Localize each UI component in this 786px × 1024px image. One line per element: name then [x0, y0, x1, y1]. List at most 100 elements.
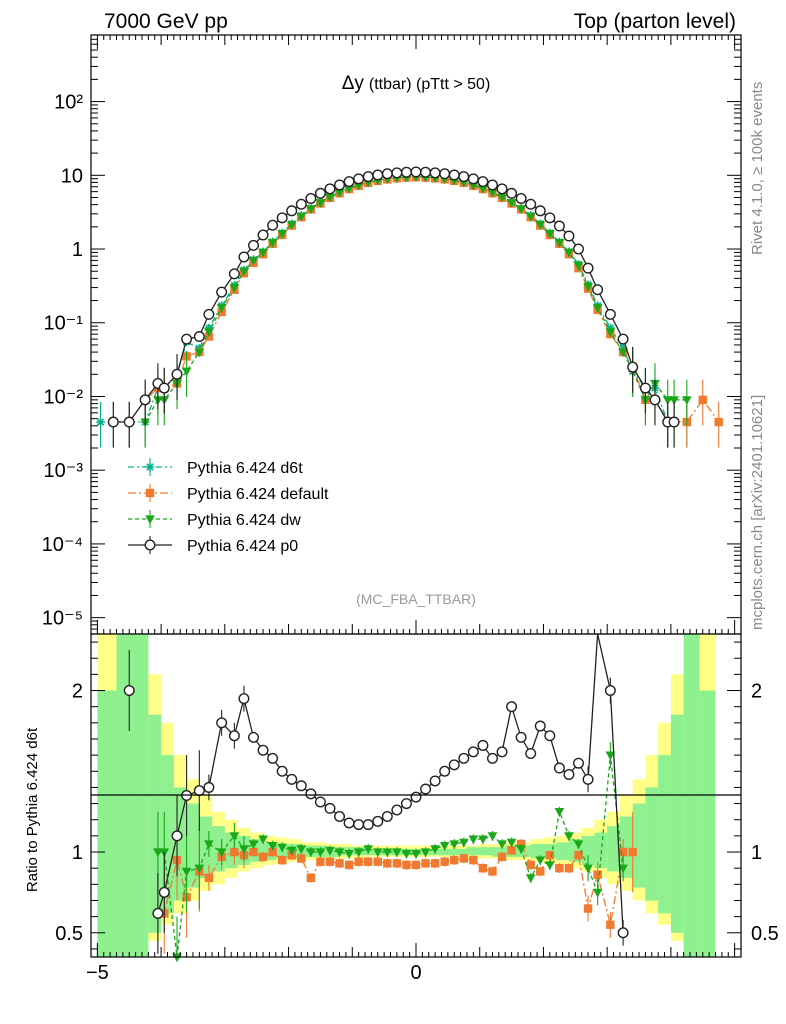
data-point — [334, 179, 346, 191]
data-point — [627, 361, 639, 373]
ratio-point — [487, 832, 498, 842]
data-point — [381, 168, 393, 180]
ratio-point — [478, 835, 488, 845]
green-band-bin — [466, 847, 480, 856]
ratio-point — [506, 838, 517, 848]
legend-marker — [145, 462, 155, 472]
data-point — [497, 193, 507, 203]
ratio-point — [158, 886, 170, 898]
green-band-bin — [365, 848, 378, 856]
data-point — [604, 308, 616, 320]
data-point — [563, 230, 575, 242]
ratio-point — [353, 848, 364, 858]
ratio-point — [573, 840, 584, 850]
ratio-point — [459, 854, 468, 863]
legend-marker — [145, 488, 155, 498]
data-point — [682, 396, 692, 406]
ratio-point — [258, 835, 268, 845]
ratio-point — [306, 873, 316, 883]
ratio-point — [238, 693, 250, 705]
green-band-bin — [441, 848, 455, 856]
data-point — [267, 219, 279, 231]
legend-marker — [145, 515, 155, 525]
green-band-bin — [645, 787, 659, 901]
main-line — [144, 176, 687, 423]
ratio-point — [410, 791, 422, 803]
data-point — [96, 417, 105, 427]
ratio-point — [506, 701, 518, 713]
ratio-point — [267, 752, 279, 764]
ratio-point — [477, 739, 489, 751]
data-point — [545, 229, 555, 239]
data-point — [158, 382, 170, 394]
ratio-point — [216, 717, 228, 729]
data-point — [181, 367, 192, 377]
data-point — [662, 396, 673, 406]
data-point — [123, 416, 135, 428]
green-band-bin — [454, 848, 467, 856]
data-point — [296, 212, 307, 222]
ratio-point — [334, 810, 346, 822]
data-point — [582, 262, 594, 274]
ratio-point — [564, 863, 574, 873]
ratio-point — [381, 810, 393, 822]
plot-title-rest: (ttbar) (pTtt > 50) — [369, 76, 490, 93]
data-point — [229, 283, 240, 293]
ratio-point — [362, 819, 374, 831]
data-point — [606, 323, 615, 333]
green-band-bin — [607, 826, 620, 872]
main-series-4 — [107, 166, 680, 448]
ratio-point — [429, 775, 441, 787]
ratio-y-tick-label: 2 — [72, 681, 83, 703]
data-point — [204, 328, 214, 338]
ratio-point — [230, 847, 239, 857]
data-point — [592, 304, 603, 313]
ratio-point — [516, 845, 526, 854]
main-y-tick-label: 10⁻¹ — [44, 313, 84, 335]
ratio-point — [247, 731, 259, 743]
ratio-point — [193, 785, 205, 797]
ratio-point — [324, 802, 336, 814]
ratio-point — [592, 888, 603, 898]
ratio-point — [618, 864, 628, 874]
green-band-bin — [632, 803, 646, 888]
main-line — [113, 171, 675, 423]
rivet-label: Rivet 4.1.0, ≥ 100k events — [749, 82, 766, 255]
data-point — [478, 184, 488, 194]
ratio-point — [373, 857, 382, 866]
ratio-point — [316, 857, 325, 866]
ratio-point — [555, 863, 564, 873]
ratio-point — [392, 859, 402, 868]
data-point — [257, 229, 269, 241]
legend-entry: Pythia 6.424 d6t — [128, 458, 303, 477]
ratio-point — [469, 855, 478, 865]
ratio-y-tick-label: 0.5 — [55, 923, 83, 945]
data-point — [295, 198, 307, 210]
data-point — [617, 333, 629, 345]
ratio-point — [152, 907, 164, 919]
ratio-point — [204, 873, 214, 883]
data-point — [238, 251, 250, 263]
ratio-point — [440, 857, 449, 866]
main-series-2 — [109, 173, 723, 448]
data-point — [668, 416, 680, 428]
ratio-point — [486, 752, 498, 764]
data-point — [286, 205, 298, 217]
data-point — [324, 183, 336, 195]
data-point — [372, 169, 384, 181]
data-point — [314, 187, 326, 199]
data-point — [203, 308, 215, 320]
data-point — [583, 282, 593, 292]
main-series-1 — [96, 172, 692, 448]
ratio-point — [458, 752, 470, 764]
main-line — [113, 176, 720, 423]
main-y-tick-label: 10⁻⁵ — [42, 608, 83, 630]
ratio-point — [545, 851, 555, 860]
ratio-point — [439, 765, 451, 777]
data-point — [344, 184, 354, 194]
ratio-point — [574, 851, 583, 860]
data-point — [276, 212, 288, 224]
data-point — [573, 261, 584, 271]
ratio-y-axis: 0.5 0.5 1 1 2 2 — [55, 641, 779, 950]
legend-label: Pythia 6.424 default — [187, 486, 329, 503]
